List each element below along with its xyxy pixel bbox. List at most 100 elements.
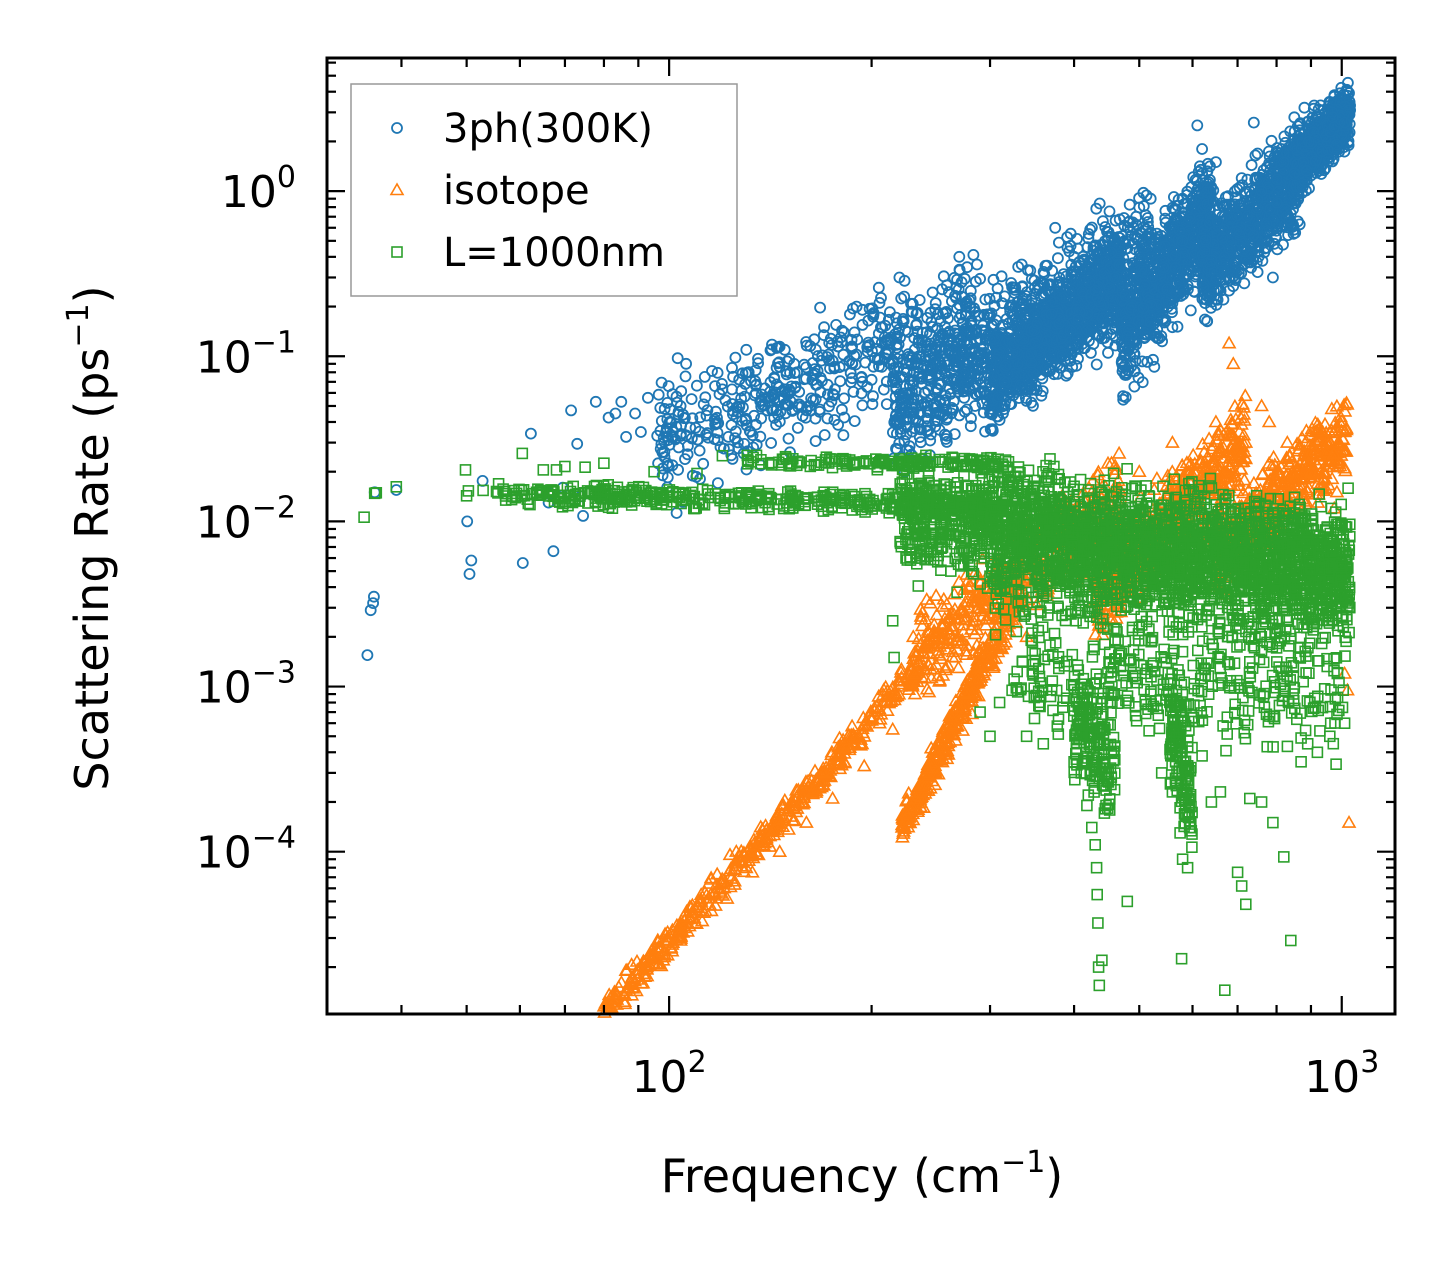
data-point-circle (671, 352, 684, 365)
data-point-circle (711, 411, 723, 424)
data-point-circle (1049, 221, 1062, 234)
data-point-circle (719, 394, 732, 407)
data-point-circle (749, 375, 762, 388)
data-point-circle (873, 296, 886, 309)
data-point-circle (838, 411, 851, 424)
data-point-circle (699, 391, 712, 404)
data-point-circle (701, 427, 714, 439)
data-point-circle (816, 374, 828, 387)
data-point-circle (898, 290, 911, 303)
data-point-circle (921, 311, 934, 324)
data-point-circle (964, 420, 977, 433)
data-point-circle (880, 348, 893, 361)
data-point-circle (855, 370, 868, 383)
data-point-circle (798, 358, 811, 371)
data-point-circle (779, 407, 792, 420)
data-point-circle (1184, 304, 1197, 317)
data-point-circle (642, 391, 654, 404)
data-point-circle (765, 437, 777, 449)
data-point-circle (620, 430, 632, 443)
data-point-circle (1245, 159, 1258, 172)
data-point-circle (774, 405, 787, 418)
data-point-circle (656, 469, 669, 482)
data-point-circle (782, 432, 795, 445)
data-point-circle (955, 276, 968, 289)
data-point-circle (773, 356, 785, 369)
data-point-circle (895, 292, 908, 305)
data-point-circle (1247, 116, 1260, 129)
data-point-circle (971, 258, 983, 271)
data-point-circle (680, 357, 692, 370)
data-point-circle (571, 437, 584, 450)
data-point-circle (723, 443, 735, 456)
data-point-circle (752, 357, 764, 370)
data-point-circle (615, 395, 628, 408)
data-point-circle (711, 417, 724, 430)
data-point-circle (805, 404, 817, 417)
data-point-circle (979, 293, 992, 306)
data-point-circle (844, 367, 857, 380)
data-point-circle (752, 352, 764, 365)
data-point-circle (791, 421, 804, 434)
data-point-circle (727, 408, 739, 421)
data-point-circle (744, 425, 757, 438)
data-point-circle (748, 409, 760, 422)
data-point-circle (866, 302, 879, 315)
data-point-circle (679, 370, 692, 383)
data-point-circle (943, 325, 956, 338)
data-point-circle (806, 357, 819, 369)
data-point-circle (965, 412, 977, 425)
data-point-circle (1093, 197, 1106, 210)
data-point-circle (681, 448, 694, 461)
data-point-circle (872, 281, 885, 294)
data-point-circle (725, 419, 738, 432)
data-point-circle (733, 373, 746, 386)
data-point-circle (390, 484, 403, 496)
data-point-circle (884, 306, 896, 319)
data-point-circle (768, 371, 781, 384)
data-point-circle (889, 372, 901, 385)
data-point-circle (814, 301, 826, 314)
data-point-circle (691, 433, 704, 446)
data-point-circle (525, 427, 537, 440)
data-point-circle (767, 403, 780, 416)
data-point-circle (1141, 212, 1154, 224)
data-point-circle (577, 510, 589, 522)
data-point-circle (754, 430, 767, 443)
data-point-circle (838, 392, 850, 405)
data-point-circle (367, 590, 380, 603)
data-point-circle (658, 435, 670, 448)
data-point-circle (882, 333, 895, 346)
data-point-circle (1196, 143, 1208, 155)
data-point-circle (679, 411, 691, 424)
data-point-circle (969, 275, 982, 288)
data-point-circle (807, 368, 820, 381)
data-point-circle (697, 398, 710, 411)
data-point-circle (844, 308, 856, 321)
data-point-circle (686, 432, 698, 445)
data-point-circle (698, 370, 711, 383)
data-point-circle (1103, 205, 1116, 218)
data-point-circle (848, 326, 861, 339)
data-point-circle (958, 323, 971, 336)
data-point-circle (828, 362, 841, 375)
data-point-circle (998, 290, 1011, 303)
data-point-circle (1123, 198, 1136, 211)
data-point-circle (666, 459, 679, 472)
data-point-circle (855, 387, 868, 400)
data-point-circle (727, 370, 739, 383)
data-point-circle (905, 305, 918, 318)
data-point-circle (837, 429, 850, 442)
data-point-circle (710, 405, 722, 418)
data-point-circle (732, 436, 744, 449)
data-point-circle (937, 307, 949, 320)
data-point-circle (1053, 236, 1065, 249)
data-point-circle (722, 430, 735, 443)
data-point-circle (809, 343, 822, 356)
data-point-circle (770, 342, 783, 354)
data-point-circle (934, 315, 947, 328)
data-point-circle (706, 365, 718, 377)
data-point-circle (817, 329, 830, 342)
data-point-circle (661, 413, 674, 426)
